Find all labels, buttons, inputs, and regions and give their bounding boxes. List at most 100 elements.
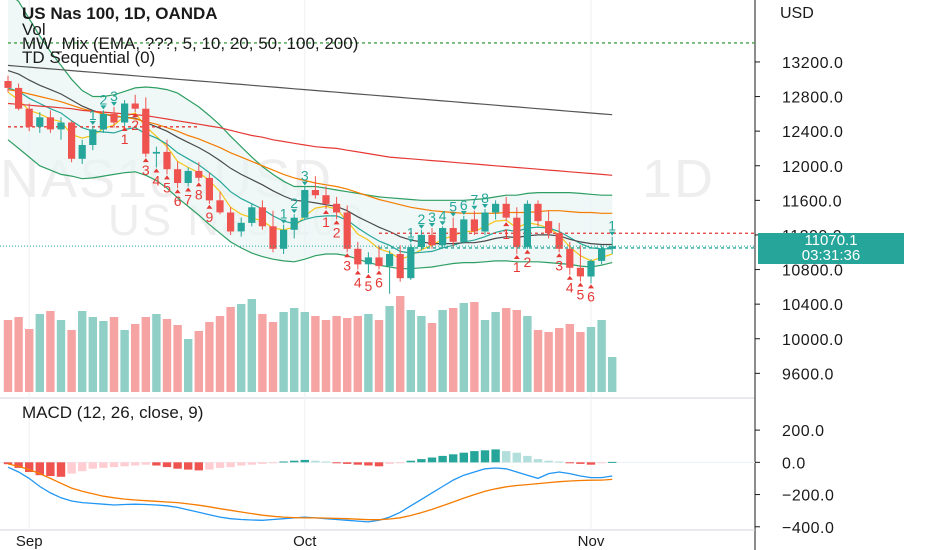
- candle-body: [152, 151, 160, 154]
- volume-bar: [385, 306, 394, 392]
- td-sequential-indicator-label: TD Sequential (0): [22, 48, 156, 67]
- td-count-label: 8: [195, 186, 203, 202]
- candle-body: [258, 207, 266, 227]
- td-count-label: 1: [89, 107, 97, 123]
- td-arrow-marker: [111, 101, 117, 106]
- candle-body: [216, 200, 224, 213]
- candle-body: [78, 145, 86, 159]
- macd-histogram-bar: [258, 462, 267, 464]
- macd-histogram-bar: [544, 460, 553, 463]
- volume-bar: [427, 323, 437, 392]
- volume-bar: [184, 339, 193, 392]
- td-count-label: 3: [428, 209, 436, 225]
- td-arrow-marker: [280, 219, 287, 224]
- volume-bar: [3, 320, 13, 392]
- candle-body: [470, 219, 478, 232]
- macd-histogram-bar: [109, 462, 119, 468]
- candle-body: [449, 228, 457, 242]
- volume-bar: [78, 311, 87, 392]
- candle-body: [598, 248, 606, 261]
- candle-body: [311, 190, 319, 196]
- macd-histogram-bar: [120, 462, 129, 467]
- td-arrow-marker: [344, 253, 351, 258]
- td-arrow-marker: [354, 270, 361, 275]
- td-arrow-marker: [609, 231, 616, 236]
- td-count-label: 5: [577, 287, 585, 303]
- td-count-label: 1: [502, 226, 510, 242]
- candle-body: [417, 234, 425, 247]
- volume-bar: [533, 330, 543, 392]
- td-count-label: 4: [566, 280, 574, 296]
- td-count-label: 2: [333, 224, 341, 240]
- volume-bar: [353, 316, 362, 392]
- td-count-label: 8: [481, 190, 489, 206]
- td-count-label: 2: [418, 211, 426, 227]
- td-count-label: 3: [110, 88, 118, 104]
- price-axis-label: 12000.0: [782, 159, 843, 176]
- td-arrow-marker: [418, 224, 425, 229]
- macd-histogram-bar: [427, 457, 437, 463]
- volume-bar: [237, 304, 246, 392]
- candle-body: [513, 217, 521, 248]
- macd-histogram-bar: [374, 462, 384, 467]
- volume-bar: [364, 314, 373, 392]
- td-count-label: 2: [131, 117, 139, 133]
- macd-histogram-bar: [343, 462, 352, 464]
- td-arrow-marker: [301, 181, 308, 186]
- volume-bar: [480, 320, 490, 392]
- volume-bar: [14, 317, 23, 392]
- macd-histogram-bar: [459, 452, 468, 463]
- macd-histogram-bar: [533, 459, 543, 463]
- candle-body: [110, 113, 118, 123]
- candle-body: [131, 103, 139, 109]
- td-count-label: 7: [184, 192, 192, 208]
- td-arrow-marker: [333, 220, 340, 225]
- td-count-label: 9: [206, 209, 214, 225]
- td-count-label: 6: [460, 197, 468, 213]
- moving-average-line: [7, 87, 613, 254]
- bollinger-lower-line: [7, 139, 613, 270]
- td-arrow-marker: [291, 209, 298, 214]
- volume-bar: [120, 330, 129, 392]
- macd-histogram-bar: [523, 455, 532, 463]
- candle-body: [237, 222, 245, 232]
- td-arrow-marker: [577, 282, 584, 287]
- candle-body: [375, 257, 383, 267]
- volume-bar: [343, 318, 352, 392]
- td-arrow-marker: [174, 189, 181, 194]
- macd-histogram-bar: [152, 462, 161, 466]
- td-arrow-marker: [195, 182, 202, 187]
- td-count-label: 3: [343, 257, 351, 273]
- candle-body: [396, 254, 404, 279]
- macd-histogram-bar: [247, 462, 256, 465]
- last-price-tag: 11070.1: [758, 233, 904, 249]
- td-count-label: 1: [322, 214, 330, 230]
- candle-body: [534, 203, 542, 222]
- td-arrow-marker: [121, 126, 128, 131]
- td-arrow-marker: [450, 212, 457, 217]
- candle-body: [184, 170, 192, 183]
- price-axis-label: 11600.0: [782, 193, 842, 210]
- candle-body: [36, 117, 44, 127]
- volume-bar: [576, 332, 585, 392]
- volume-bar: [597, 320, 606, 392]
- macd-histogram-bar: [608, 461, 617, 463]
- volume-bar: [258, 314, 267, 392]
- macd-axis-label: 200.0: [782, 423, 825, 440]
- volume-bar: [215, 316, 225, 392]
- macd-histogram-bar: [311, 460, 320, 463]
- volume-bar: [311, 316, 320, 392]
- volume-bar: [417, 316, 426, 392]
- candle-body: [439, 228, 447, 246]
- moving-average-line: [7, 89, 613, 214]
- macd-histogram-bar: [184, 462, 193, 470]
- volume-bar: [374, 320, 384, 392]
- volume-bar: [459, 303, 468, 392]
- macd-histogram-bar: [321, 461, 331, 463]
- macd-histogram-bar: [438, 455, 447, 463]
- countdown-timer-tag: 03:31:36: [758, 248, 904, 264]
- candle-body: [481, 212, 489, 232]
- td-count-label: 5: [365, 278, 373, 294]
- td-arrow-marker: [376, 270, 382, 275]
